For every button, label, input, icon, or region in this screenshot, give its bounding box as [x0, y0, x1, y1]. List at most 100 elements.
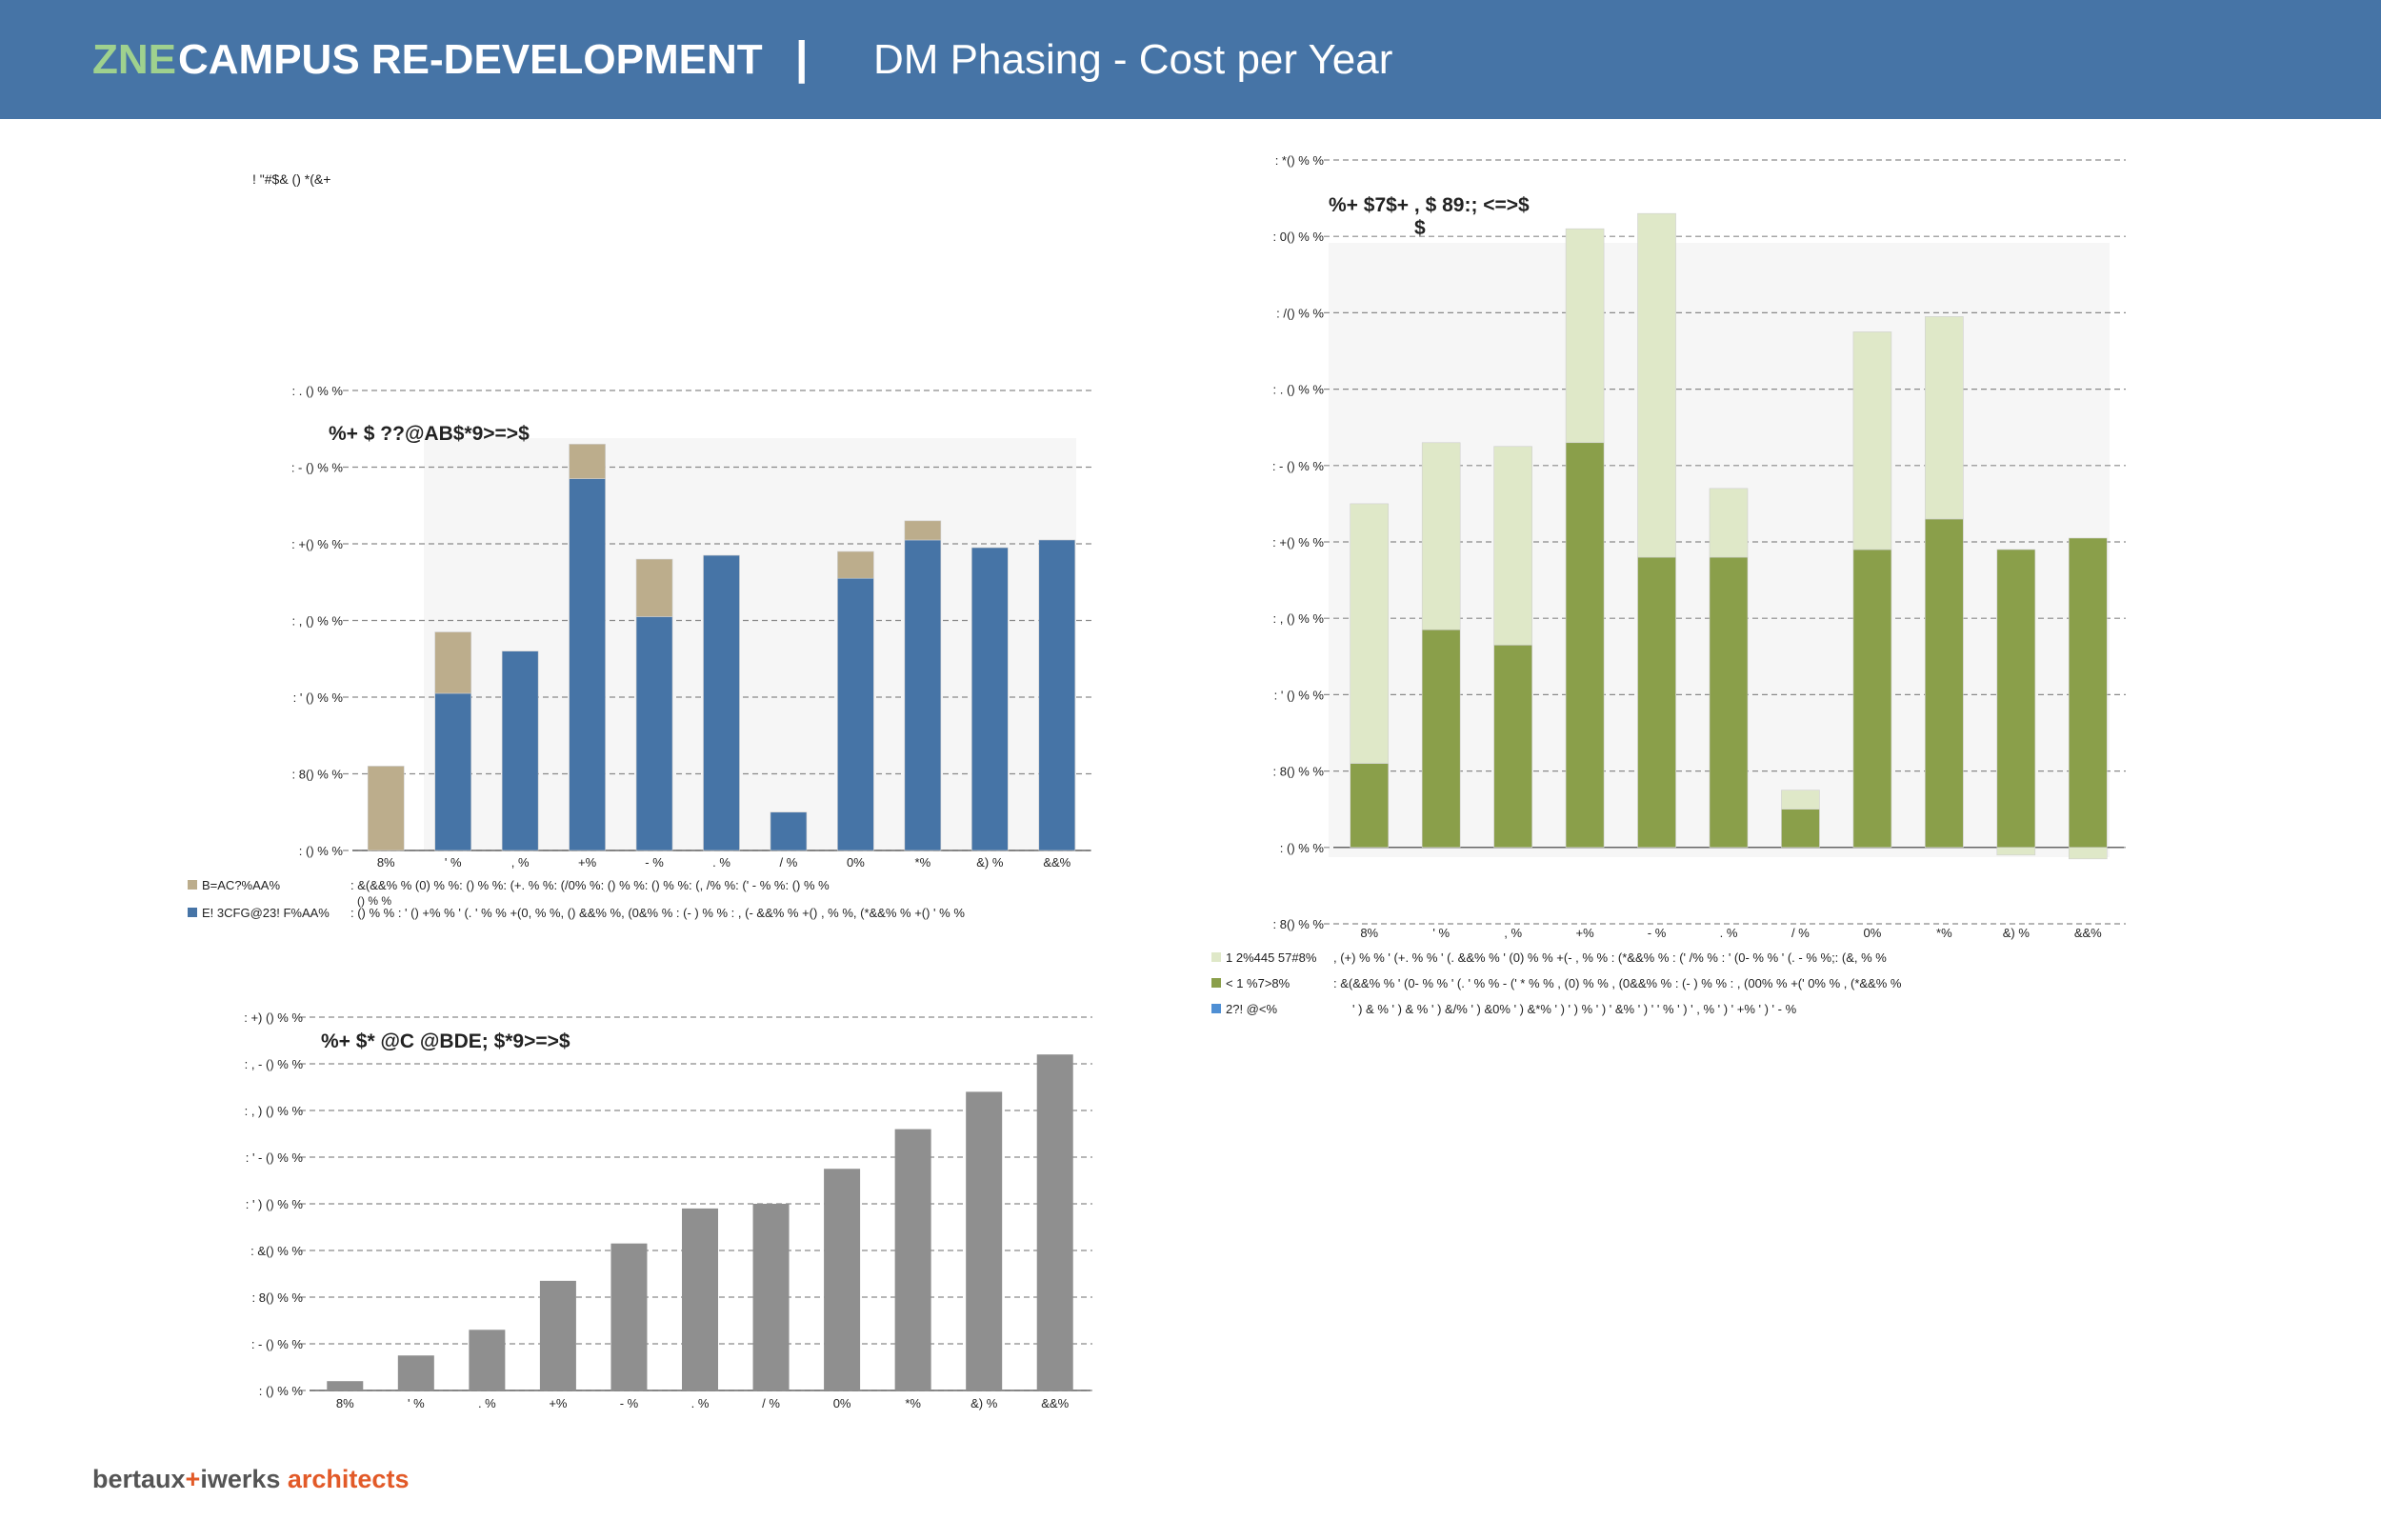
bar-segment: [2068, 537, 2108, 849]
company-logo: bertaux+iwerks architects: [92, 1465, 409, 1494]
x-tick-label: &) %: [970, 1396, 998, 1410]
top-left-note: ! "#$& () *(&+: [252, 171, 331, 187]
x-tick-label: +%: [549, 1396, 568, 1410]
legend-label: E! 3CFG@23! F%AA%: [202, 906, 330, 920]
legend-label: B=AC?%AA%: [202, 878, 280, 892]
table-row-text: : &(&&% % (0) % %: () % %: (+. % %: (/0%…: [350, 878, 830, 892]
y-tick-label: : 0() % %: [1273, 230, 1325, 244]
legend-label: 2?! @<%: [1226, 1002, 1277, 1016]
y-tick-label: : - () % %: [251, 1337, 304, 1351]
bar-segment: [837, 577, 874, 851]
logo-part2: iwerks: [200, 1465, 281, 1493]
y-tick-label: : () % %: [1280, 841, 1325, 855]
y-tick-label: : 8() % %: [1273, 765, 1325, 779]
chart-title: %+ $ ??@AB$*9>=>$: [329, 423, 530, 445]
table-row-text: ' ) & % ' ) & % ' ) &/% ' ) &0% ' ) &*% …: [1352, 1002, 1797, 1016]
x-tick-label: . %: [712, 855, 730, 870]
y-tick-label: : 8() % %: [292, 768, 344, 782]
bar-segment: [1996, 549, 2036, 849]
legend-swatch: [1211, 1004, 1221, 1013]
bar-segment: [1925, 316, 1964, 520]
y-tick-label: : ' ) () % %: [246, 1197, 304, 1211]
bar-segment: [569, 478, 606, 851]
brand-accent: ZNE: [92, 36, 176, 83]
bar-segment: [837, 550, 874, 579]
bar: [397, 1355, 434, 1390]
x-tick-label: . %: [1720, 926, 1738, 940]
x-tick-label: , %: [511, 855, 530, 870]
bar-segment: [703, 554, 740, 851]
x-tick-label: 0%: [1864, 926, 1882, 940]
y-tick-label: : , ) () % %: [245, 1104, 304, 1118]
x-tick-label: - %: [620, 1396, 639, 1410]
bar-segment: [1350, 503, 1390, 764]
chart-title: %+ $* @C @BDE; $*9>=>$: [321, 1030, 570, 1052]
legend-swatch: [1211, 952, 1221, 962]
chart-title: %+ $7$+ , $ 89:; <=>$: [1329, 194, 1530, 216]
logo-plus: +: [185, 1465, 201, 1493]
y-tick-label: : 8() % %: [252, 1290, 304, 1305]
y-tick-label: : *() % %: [1275, 153, 1325, 168]
table-row-text: : &(&&% % ' (0- % % ' (. ' % % - (' * % …: [1333, 976, 1902, 990]
bar-segment: [770, 811, 808, 851]
y-tick-label: : . () % %: [292, 384, 344, 398]
y-tick-label: : +() % %: [291, 537, 343, 551]
y-tick-label: : () % %: [259, 1384, 304, 1398]
legend-label: < 1 %7>8%: [1226, 976, 1291, 990]
x-tick-label: 8%: [336, 1396, 354, 1410]
x-tick-label: 8%: [1360, 926, 1378, 940]
y-tick-label: : - () % %: [291, 461, 344, 475]
x-tick-label: *%: [1936, 926, 1952, 940]
bar-segment: [1781, 790, 1820, 810]
bar: [966, 1091, 1003, 1390]
x-tick-label: . %: [478, 1396, 496, 1410]
x-tick-label: 8%: [377, 855, 395, 870]
bar-segment: [2068, 847, 2108, 860]
y-tick-label: : , () % %: [1273, 611, 1325, 626]
bar-segment: [1038, 539, 1076, 851]
bar-segment: [501, 650, 539, 851]
logo-part1: bertaux: [92, 1465, 186, 1493]
bar-segment: [1421, 442, 1461, 630]
bar-segment: [1637, 212, 1676, 558]
bar-segment: [904, 520, 942, 541]
bar: [894, 1129, 931, 1390]
bar-segment: [434, 692, 471, 851]
bar-segment: [1925, 518, 1964, 849]
bar-segment: [1996, 847, 2036, 856]
x-tick-label: ' %: [408, 1396, 425, 1410]
legend-swatch: [1211, 978, 1221, 988]
header-separator: |: [795, 33, 809, 84]
bar-segment: [904, 539, 942, 851]
x-tick-label: , %: [1504, 926, 1522, 940]
y-tick-label: : 8() % %: [1273, 917, 1325, 931]
x-tick-label: &&%: [1043, 855, 1070, 870]
chart-title-line2: $: [1414, 217, 1426, 239]
bar-segment: [1350, 763, 1390, 849]
y-tick-label: : &() % %: [250, 1244, 303, 1258]
bar-segment: [635, 558, 673, 617]
bar-segment: [635, 616, 673, 851]
bar: [539, 1280, 576, 1390]
y-tick-label: : ' () % %: [1274, 688, 1325, 702]
table-row-text: : () % % : ' () +% % ' (. ' % % +(0, % %…: [350, 906, 965, 920]
bar-segment: [1493, 644, 1532, 849]
x-tick-label: 0%: [833, 1396, 851, 1410]
bar-segment: [1781, 809, 1820, 849]
y-tick-label: : , - () % %: [245, 1057, 304, 1071]
bar: [610, 1243, 648, 1390]
bar: [752, 1204, 790, 1390]
x-tick-label: . %: [691, 1396, 710, 1410]
bar-segment: [1565, 228, 1605, 444]
brand-title: CAMPUS RE-DEVELOPMENT: [178, 36, 763, 83]
x-tick-label: &) %: [976, 855, 1004, 870]
y-tick-label: : +) () % %: [244, 1010, 303, 1025]
bar-segment: [569, 444, 606, 479]
x-tick-label: +%: [578, 855, 597, 870]
x-tick-label: +%: [1576, 926, 1595, 940]
x-tick-label: - %: [1648, 926, 1667, 940]
table-row-text: () % %: [357, 894, 391, 908]
bar-segment: [367, 766, 405, 851]
x-tick-label: / %: [762, 1396, 780, 1410]
